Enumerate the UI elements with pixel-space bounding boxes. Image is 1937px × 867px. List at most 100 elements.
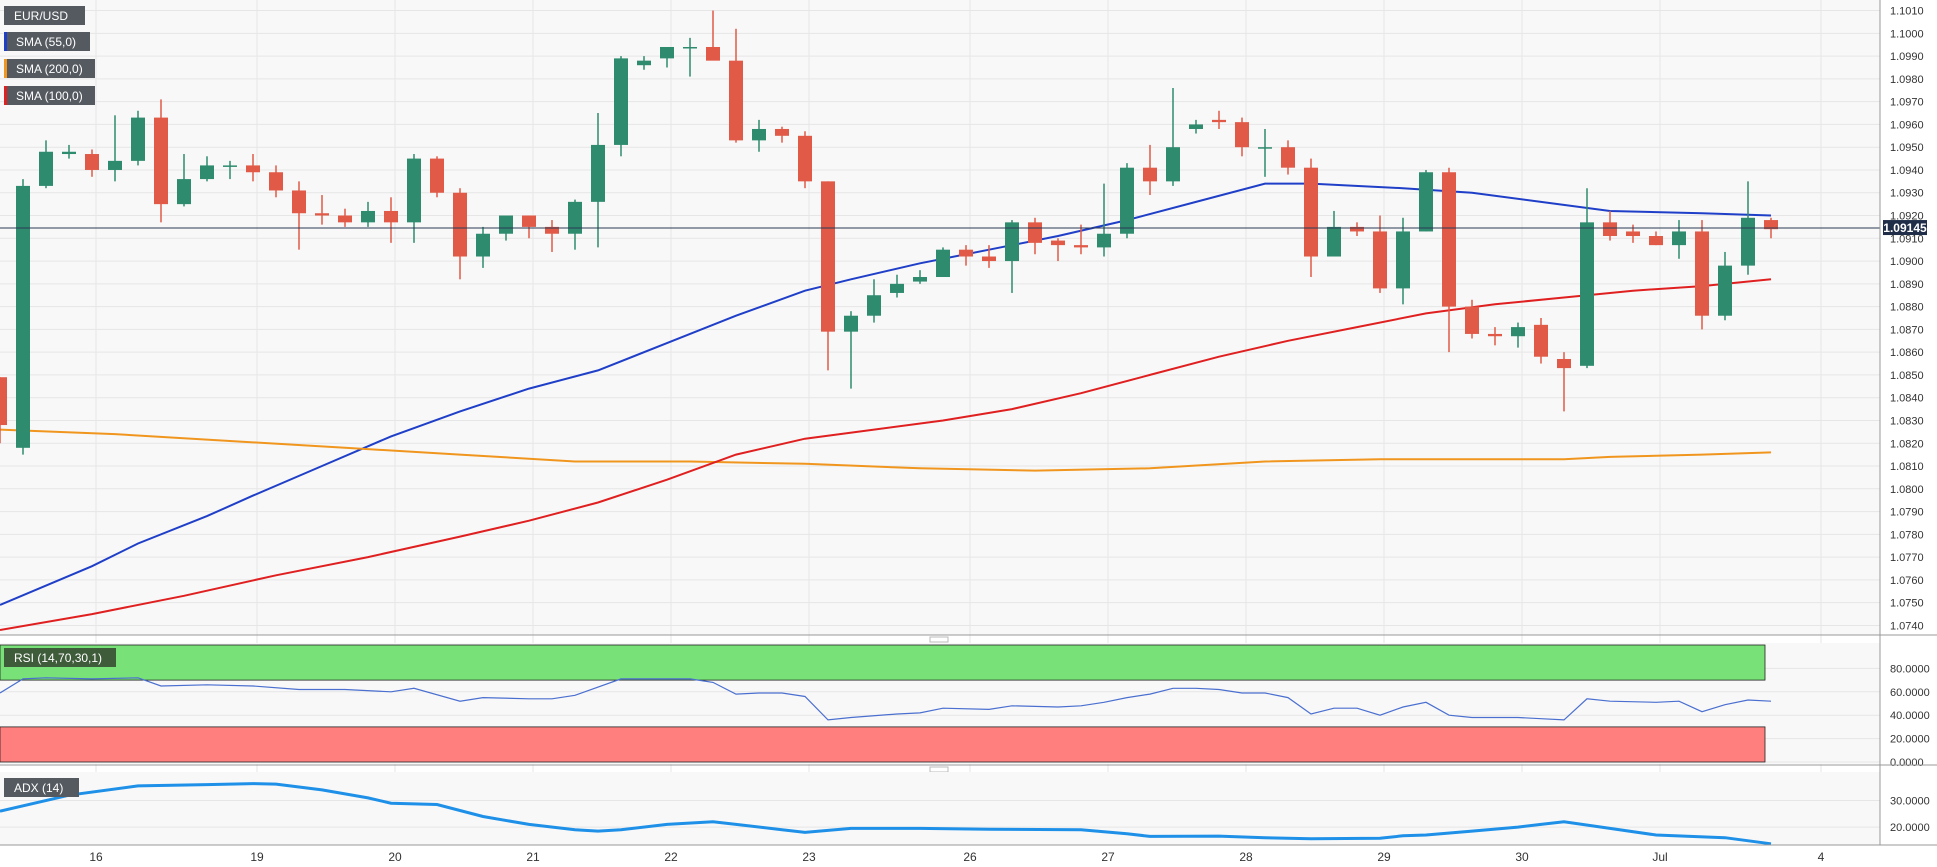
rsi-tick-label: 20.0000 (1890, 734, 1930, 746)
candle (1442, 167, 1456, 353)
candle (499, 215, 513, 241)
time-tick-label: 20 (388, 850, 402, 864)
legend-sma55-label: SMA (55,0) (16, 35, 76, 49)
candle (614, 56, 628, 157)
candle (1350, 222, 1364, 237)
legend-symbol[interactable]: EUR/USD (4, 6, 85, 25)
last-price-tag: 1.09145 (1883, 220, 1927, 236)
candle (798, 131, 812, 189)
candle (844, 311, 858, 389)
price-tick-label: 1.0930 (1890, 188, 1924, 200)
price-tick-label: 1.0980 (1890, 74, 1924, 86)
candle (1672, 220, 1686, 259)
candle (867, 279, 881, 323)
time-tick-label: 16 (89, 850, 103, 864)
sma-line (0, 428, 1772, 472)
price-tick-label: 1.0780 (1890, 529, 1924, 541)
price-tick-label: 1.0940 (1890, 165, 1924, 177)
price-tick-label: 1.1000 (1890, 28, 1924, 40)
candle (1465, 299, 1479, 339)
legend-sma55[interactable]: SMA (55,0) (4, 32, 90, 51)
candle (1097, 183, 1111, 257)
price-tick-label: 1.0760 (1890, 575, 1924, 587)
candle (384, 197, 398, 243)
candle (775, 126, 789, 143)
price-tick-label: 1.0840 (1890, 393, 1924, 405)
time-tick-label: 4 (1818, 850, 1825, 864)
rsi-axis: 0.0000 20.0000 40.0000 60.0000 80.0000 (1890, 663, 1930, 769)
candle (39, 140, 53, 189)
candle (729, 28, 743, 143)
adx-axis: 20.0000 30.0000 (1890, 796, 1930, 835)
pane-splitter-handle[interactable] (929, 636, 949, 643)
adx-tick-label: 30.0000 (1890, 796, 1930, 808)
rsi-line (0, 677, 1772, 721)
legend-sma100[interactable]: SMA (100,0) (4, 86, 95, 105)
price-tick-label: 1.0790 (1890, 507, 1924, 519)
rsi-tick-label: 60.0000 (1890, 687, 1930, 699)
legend-sma200[interactable]: SMA (200,0) (4, 59, 95, 78)
candle (85, 149, 99, 177)
price-tick-label: 1.0920 (1890, 211, 1924, 223)
candle (936, 247, 950, 278)
legend-sma100-label: SMA (100,0) (16, 89, 83, 103)
candle (338, 208, 352, 227)
legend-adx-label: ADX (14) (14, 781, 63, 795)
pane-splitter-handle[interactable] (929, 766, 949, 773)
candle (1327, 210, 1341, 257)
candle (1028, 217, 1042, 255)
candle (108, 115, 122, 182)
candle (1695, 220, 1709, 330)
time-tick-label: 19 (250, 850, 264, 864)
candle (683, 37, 697, 77)
adx-grid (0, 800, 1880, 828)
legend-rsi[interactable]: RSI (14,70,30,1) (4, 648, 116, 667)
rsi-oversold-zone (0, 726, 1766, 763)
rsi-tick-label: 40.0000 (1890, 710, 1930, 722)
candle (821, 181, 835, 371)
candle (269, 165, 283, 198)
adx-tick-label: 20.0000 (1890, 822, 1930, 834)
time-tick-label: 28 (1239, 850, 1253, 864)
candle (200, 156, 214, 182)
candle (1603, 210, 1617, 241)
candle (453, 188, 467, 280)
candle (246, 154, 260, 182)
time-axis: 16 19 20 21 22 23 26 27 28 29 30 Jul 4 (89, 850, 1824, 864)
candlesticks (0, 10, 1778, 455)
candle (1304, 158, 1318, 278)
last-price-value: 1.09145 (1883, 221, 1927, 235)
candle (1281, 140, 1295, 175)
price-tick-label: 1.0960 (1890, 119, 1924, 131)
time-tick-label: 29 (1377, 850, 1391, 864)
price-axis: 1.0740 1.0750 1.0760 1.0770 1.0780 1.0790 1.08… (1890, 6, 1924, 633)
candle (959, 245, 973, 266)
price-tick-label: 1.0820 (1890, 438, 1924, 450)
candle (752, 119, 766, 152)
candle (476, 226, 490, 268)
legend-rsi-label: RSI (14,70,30,1) (14, 651, 102, 665)
price-tick-label: 1.0800 (1890, 484, 1924, 496)
candle (1189, 119, 1203, 134)
price-tick-label: 1.0910 (1890, 233, 1924, 245)
candle (1557, 352, 1571, 412)
candle (16, 179, 30, 455)
candle (0, 377, 7, 444)
candle (154, 99, 168, 223)
adx-panel-background (0, 772, 1880, 845)
legend-adx[interactable]: ADX (14) (4, 778, 79, 797)
time-tick-label: 23 (802, 850, 816, 864)
candle (292, 181, 306, 250)
rsi-overbought-zone (0, 644, 1766, 681)
candle (361, 201, 375, 227)
candle (545, 220, 559, 252)
price-tick-label: 1.0870 (1890, 324, 1924, 336)
price-tick-label: 1.0750 (1890, 598, 1924, 610)
candle (1511, 322, 1525, 348)
candle (1074, 224, 1088, 255)
candle (1258, 128, 1272, 177)
price-tick-label: 1.0880 (1890, 302, 1924, 314)
sma-line (0, 278, 1772, 631)
price-tick-label: 1.0990 (1890, 51, 1924, 63)
